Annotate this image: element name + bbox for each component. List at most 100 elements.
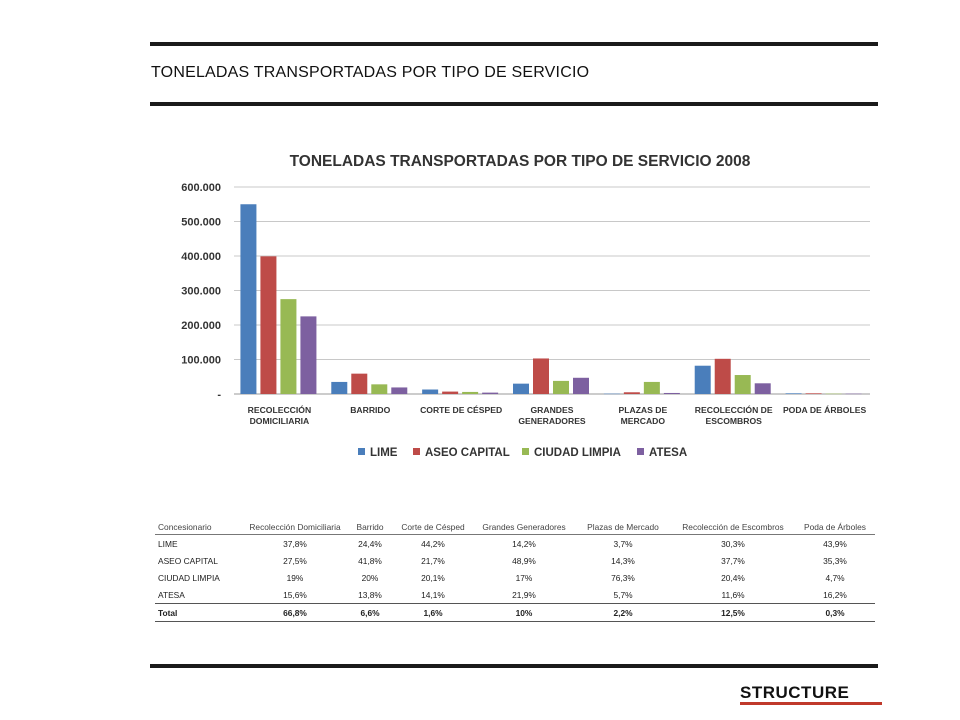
table-cell: 20% bbox=[361, 572, 379, 583]
table-cell: 37,7% bbox=[721, 555, 745, 566]
table-total-row: Total 66,8% 6,6% 1,6% 10% 2,2% 12,5% 0,3% bbox=[155, 603, 875, 622]
logo-accent-bar bbox=[740, 702, 882, 705]
bar-aseo-capital bbox=[805, 393, 822, 394]
bar-aseo-capital bbox=[533, 358, 549, 394]
table-cell: ASEO CAPITAL bbox=[158, 555, 218, 566]
bar-lime bbox=[603, 393, 620, 395]
table-cell: 14,3% bbox=[611, 555, 635, 566]
top-rule bbox=[150, 42, 878, 46]
table-cell: 12,5% bbox=[671, 603, 795, 622]
y-tick-label: 500.000 bbox=[181, 217, 221, 229]
table-cell: 14,1% bbox=[421, 589, 445, 600]
x-tick-label-line: BARRIDO bbox=[350, 405, 390, 415]
y-tick-label: 400.000 bbox=[181, 251, 221, 263]
bar-lime bbox=[240, 204, 257, 394]
x-tick-label: CORTE DE CÉSPED bbox=[420, 405, 502, 415]
table-cell: 6,6% bbox=[347, 603, 393, 622]
table-cell: 15,6% bbox=[283, 589, 307, 600]
legend-swatch-ciudad-limpia bbox=[522, 448, 529, 455]
bar-lime bbox=[694, 365, 711, 394]
bar-atesa bbox=[845, 393, 862, 395]
table-header-cell: Grandes Generadores bbox=[473, 520, 575, 535]
bar-ciudad-limpia bbox=[371, 384, 388, 394]
legend-swatch-lime bbox=[358, 448, 365, 455]
table-cell: 76,3% bbox=[611, 572, 635, 583]
table-cell: 35,3% bbox=[823, 555, 847, 566]
table-cell: 0,3% bbox=[795, 603, 875, 622]
bar-atesa bbox=[391, 387, 408, 394]
bottom-rule bbox=[150, 664, 878, 668]
bar-ciudad-limpia bbox=[553, 380, 569, 394]
table-row: ASEO CAPITAL 27,5% 41,8% 21,7% 48,9% 14,3% 37,… bbox=[155, 552, 875, 569]
x-tick-label: GRANDES GENERADORES bbox=[518, 405, 586, 426]
table-header-cell: Corte de Césped bbox=[393, 520, 473, 535]
table-row: LIME 37,8% 24,4% 44,2% 14,2% 3,7% 30,3% 43,9% bbox=[155, 535, 875, 553]
x-tick-label-line: CORTE DE CÉSPED bbox=[420, 405, 502, 415]
y-tick-label: 600.000 bbox=[181, 182, 221, 194]
legend-swatch-atesa bbox=[637, 448, 644, 455]
bar-atesa bbox=[663, 392, 680, 394]
table-header-cell: Recolección de Escombros bbox=[671, 520, 795, 535]
table-cell: Total bbox=[155, 603, 243, 622]
legend-swatch-aseo-capital bbox=[413, 448, 420, 455]
table-cell: 13,8% bbox=[358, 589, 382, 600]
table-cell: 20,4% bbox=[721, 572, 745, 583]
table-cell: 11,6% bbox=[721, 589, 745, 600]
bar-lime bbox=[785, 393, 802, 394]
table-cell: 37,8% bbox=[283, 538, 307, 549]
bar-aseo-capital bbox=[714, 358, 731, 394]
table-header-cell: Barrido bbox=[347, 520, 393, 535]
x-tick-label: PODA DE ÁRBOLES bbox=[783, 405, 867, 415]
page-title: TONELADAS TRANSPORTADAS POR TIPO DE SERV… bbox=[151, 64, 590, 81]
table-cell: 17% bbox=[515, 572, 533, 583]
table-header-row: Concesionario Recolección Domiciliaria Bar… bbox=[155, 520, 875, 535]
bar-ciudad-limpia bbox=[643, 381, 660, 394]
table-header-cell: Plazas de Mercado bbox=[575, 520, 671, 535]
x-tick-label-line: DOMICILIARIA bbox=[250, 416, 310, 426]
x-tick-label-line: PLAZAS DE bbox=[619, 405, 668, 415]
bar-lime bbox=[331, 381, 348, 394]
chart-title: TONELADAS TRANSPORTADAS POR TIPO DE SERV… bbox=[290, 153, 751, 170]
table-row: CIUDAD LIMPIA 19% 20% 20,1% 17% 76,3% 20,4% 4,7… bbox=[155, 569, 875, 586]
logo-text: STRUCTURE bbox=[740, 683, 850, 702]
table-cell: 20,1% bbox=[421, 572, 445, 583]
x-tick-label: PLAZAS DE MERCADO bbox=[619, 405, 668, 426]
table-header-cell: Recolección Domiciliaria bbox=[243, 520, 347, 535]
bar-aseo-capital bbox=[623, 392, 640, 394]
table-row: ATESA 15,6% 13,8% 14,1% 21,9% 5,7% 11,6% 16,2% bbox=[155, 586, 875, 604]
x-tick-label-line: GENERADORES bbox=[518, 416, 586, 426]
table-cell: ATESA bbox=[158, 589, 185, 600]
y-tick-label: 100.000 bbox=[181, 355, 221, 367]
table-cell: 5,7% bbox=[613, 589, 633, 600]
table-cell: 44,2% bbox=[421, 538, 445, 549]
bar-atesa bbox=[754, 383, 771, 394]
legend-label: LIME bbox=[370, 447, 398, 459]
table-cell: 27,5% bbox=[283, 555, 307, 566]
table-cell: 21,9% bbox=[512, 589, 536, 600]
x-tick-label: BARRIDO bbox=[350, 405, 390, 415]
table-cell: 21,7% bbox=[421, 555, 445, 566]
table-cell: 41,8% bbox=[358, 555, 382, 566]
y-tick-label: - bbox=[217, 389, 221, 401]
x-tick-label: RECOLECCIÓN DE ESCOMBROS bbox=[695, 404, 773, 426]
x-tick-label: RECOLECCIÓN DOMICILIARIA bbox=[248, 404, 312, 426]
legend-label: CIUDAD LIMPIA bbox=[534, 447, 621, 459]
table-cell: 30,3% bbox=[721, 538, 745, 549]
table-cell: 48,9% bbox=[512, 555, 536, 566]
table-cell: 14,2% bbox=[512, 538, 536, 549]
table-header-cell: Concesionario bbox=[155, 520, 243, 535]
table-header-cell: Poda de Árboles bbox=[795, 520, 875, 535]
x-tick-label-line: RECOLECCIÓN bbox=[248, 404, 312, 415]
bar-ciudad-limpia bbox=[280, 299, 297, 394]
bar-aseo-capital bbox=[442, 391, 459, 394]
bar-ciudad-limpia bbox=[462, 391, 479, 394]
bar-atesa bbox=[573, 377, 589, 394]
table-cell: 16,2% bbox=[823, 589, 847, 600]
title-rule bbox=[150, 102, 878, 106]
table-cell: 43,9% bbox=[823, 538, 847, 549]
table-cell: LIME bbox=[158, 538, 178, 549]
bar-lime bbox=[513, 383, 529, 394]
x-tick-label-line: ESCOMBROS bbox=[706, 416, 763, 426]
share-table: Concesionario Recolección Domiciliaria Bar… bbox=[155, 520, 875, 622]
table-cell: 3,7% bbox=[613, 538, 633, 549]
